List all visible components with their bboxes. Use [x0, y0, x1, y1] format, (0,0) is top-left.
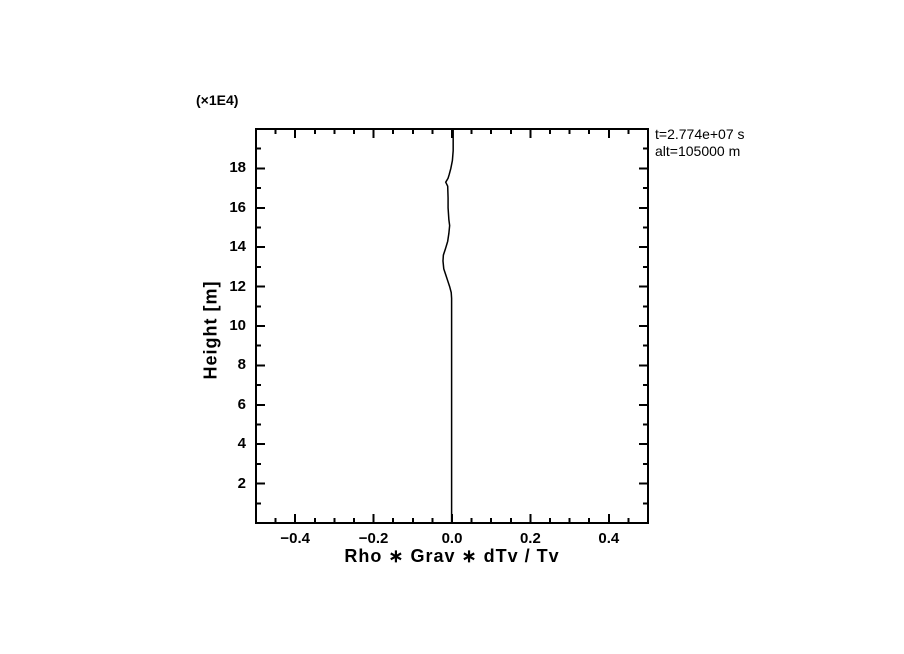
y-tick-label: 14	[229, 238, 246, 256]
annotation-block: t=2.774e+07 s alt=105000 m	[655, 126, 745, 160]
profile-curve	[442, 129, 454, 523]
y-tick-label: 12	[229, 277, 246, 295]
y-tick-label: 18	[229, 159, 246, 177]
y-axis-multiplier-label: (×1E4)	[196, 92, 239, 108]
x-tick-label: 0.4	[598, 530, 620, 547]
y-tick-label: 16	[229, 198, 246, 216]
x-axis-title: Rho ∗ Grav ∗ dTv / Tv	[344, 546, 560, 566]
annotation-altitude: alt=105000 m	[655, 143, 741, 159]
annotation-time: t=2.774e+07 s	[655, 126, 745, 142]
y-tick-label: 2	[237, 474, 246, 492]
x-tick-label: −0.2	[358, 530, 389, 547]
x-tick-label: −0.4	[280, 530, 310, 547]
y-axis-title: Height [m]	[200, 280, 221, 380]
y-tick-label: 4	[237, 435, 246, 453]
x-tick-label: 0.2	[519, 530, 541, 547]
y-tick-label: 6	[237, 395, 246, 413]
y-tick-label: 10	[229, 317, 246, 334]
x-tick-label: 0.0	[441, 530, 463, 547]
y-tick-label: 8	[237, 356, 246, 374]
